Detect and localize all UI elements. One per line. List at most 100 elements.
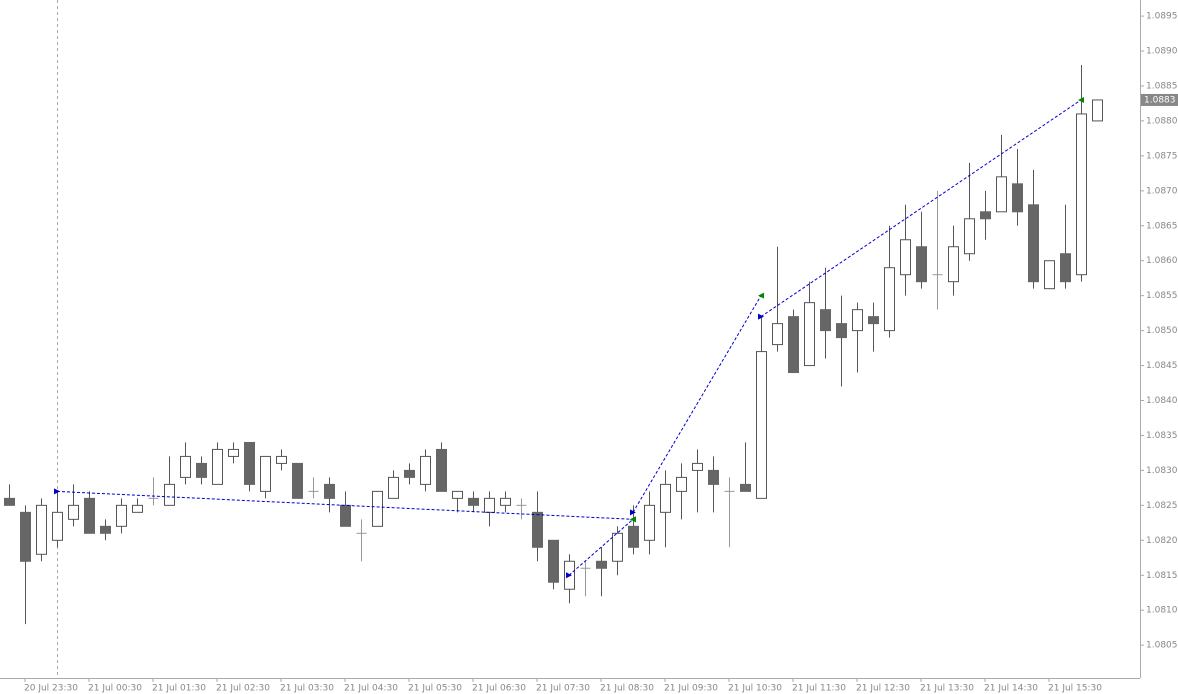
x-tick-label: 21 Jul 05:30: [408, 684, 462, 694]
y-tick-label: 1.0805: [1146, 641, 1178, 651]
candle-body: [244, 441, 255, 485]
candle-body: [804, 302, 815, 367]
candle-body: [228, 448, 239, 457]
x-tick-label: 20 Jul 23:30: [24, 684, 78, 694]
candle-body: [260, 455, 271, 492]
candle-body: [916, 246, 927, 283]
entry-arrow: [758, 313, 764, 320]
x-tick-label: 21 Jul 02:30: [216, 684, 270, 694]
y-tick-label: 1.0875: [1146, 151, 1178, 161]
y-tick-label: 1.0855: [1146, 291, 1178, 301]
x-tick-label: 21 Jul 15:30: [1048, 684, 1102, 694]
candle-body: [1092, 99, 1103, 122]
y-tick-label: 1.0880: [1146, 116, 1178, 126]
candle-body: [676, 476, 687, 492]
candle-body: [964, 218, 975, 255]
exit-arrow: [1078, 96, 1084, 103]
candle-body: [708, 469, 719, 485]
candle-body: [1012, 183, 1023, 213]
candle-body: [980, 211, 991, 220]
candle-body: [548, 539, 559, 583]
candle-body: [196, 462, 207, 478]
x-tick-label: 21 Jul 00:30: [88, 684, 142, 694]
candle-body: [740, 483, 751, 492]
candle-body: [900, 239, 911, 276]
current-price-label: 1.0883: [1144, 95, 1176, 105]
candle-body: [20, 511, 31, 562]
candle-body: [660, 483, 671, 513]
candle-body: [612, 532, 623, 562]
candle-body: [1076, 113, 1087, 276]
candle-body: [788, 316, 799, 374]
y-tick-label: 1.0845: [1146, 361, 1178, 371]
y-tick-label: 1.0865: [1146, 221, 1178, 231]
x-tick-label: 21 Jul 08:30: [600, 684, 654, 694]
candle-body: [116, 504, 127, 527]
candle-body: [1044, 260, 1055, 290]
y-tick-label: 1.0815: [1146, 571, 1178, 581]
candle-body: [436, 448, 447, 492]
exit-arrow: [758, 292, 764, 299]
candle-body: [820, 309, 831, 332]
candle-body: [692, 462, 703, 471]
y-tick-label: 1.0870: [1146, 186, 1178, 196]
candle-body: [404, 469, 415, 478]
x-tick-label: 21 Jul 07:30: [536, 684, 590, 694]
candle-body: [500, 497, 511, 506]
candle-body: [628, 525, 639, 548]
candle-body: [948, 246, 959, 283]
x-tick-label: 21 Jul 14:30: [984, 684, 1038, 694]
y-tick-label: 1.0835: [1146, 431, 1178, 441]
candle-body: [1028, 204, 1039, 283]
x-tick-label: 21 Jul 09:30: [664, 684, 718, 694]
y-tick-label: 1.0830: [1146, 466, 1178, 476]
candle-body: [1060, 253, 1071, 283]
candle-body: [68, 504, 79, 520]
candle-body: [452, 490, 463, 499]
x-tick-label: 21 Jul 10:30: [728, 684, 782, 694]
candle-body: [292, 462, 303, 499]
candle-body: [36, 504, 47, 555]
candle-body: [388, 476, 399, 499]
candle-body: [468, 497, 479, 506]
y-tick-label: 1.0850: [1146, 326, 1178, 336]
candle-body: [164, 483, 175, 506]
y-tick-label: 1.0860: [1146, 256, 1178, 266]
candle-body: [340, 504, 351, 527]
y-tick-label: 1.0895: [1146, 12, 1178, 22]
trade-line: [56, 490, 634, 520]
y-tick-label: 1.0885: [1146, 81, 1178, 91]
candle-body: [484, 497, 495, 513]
x-tick-label: 21 Jul 12:30: [856, 684, 910, 694]
x-tick-label: 21 Jul 06:30: [472, 684, 526, 694]
candle-body: [212, 448, 223, 485]
current-price-box: [1141, 93, 1178, 106]
candle-body: [756, 351, 767, 499]
candle-body: [532, 511, 543, 548]
candle-body: [420, 455, 431, 485]
candle-body: [84, 497, 95, 534]
y-tick-label: 1.0890: [1146, 47, 1178, 57]
entry-arrow: [54, 488, 60, 495]
trade-line: [568, 518, 634, 576]
x-tick-label: 21 Jul 11:30: [792, 684, 846, 694]
y-tick-label: 1.0820: [1146, 536, 1178, 546]
entry-arrow: [566, 572, 572, 579]
candle-body: [52, 511, 63, 541]
candle-body: [180, 455, 191, 478]
x-tick-label: 21 Jul 13:30: [920, 684, 974, 694]
x-tick-label: 21 Jul 03:30: [280, 684, 334, 694]
candle-body: [852, 309, 863, 332]
candle-body: [4, 497, 15, 506]
y-tick-label: 1.0840: [1146, 396, 1178, 406]
y-tick-label: 1.0825: [1146, 501, 1178, 511]
candle-body: [596, 560, 607, 569]
candle-body: [324, 483, 335, 499]
candle-body: [996, 176, 1007, 213]
candle-body: [868, 316, 879, 325]
trade-line: [760, 99, 1082, 318]
y-tick-label: 1.0810: [1146, 606, 1178, 616]
candle-body: [836, 323, 847, 339]
